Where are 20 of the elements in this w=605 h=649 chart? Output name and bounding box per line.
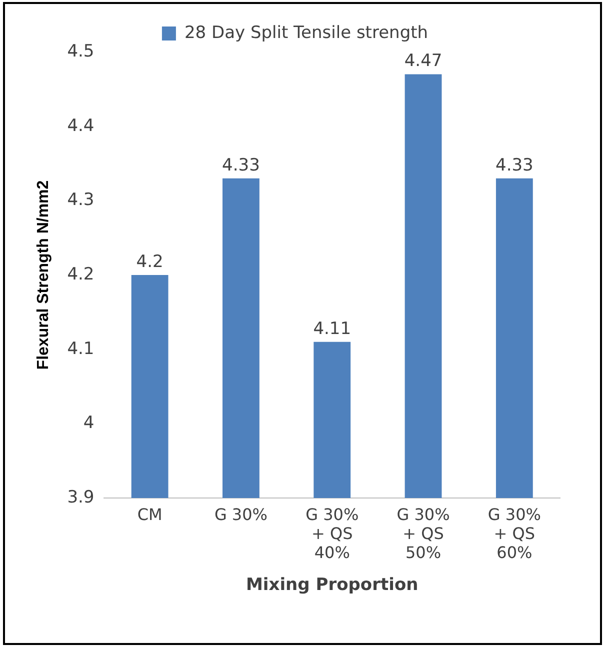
data-label: 4.33 (222, 155, 260, 176)
y-tick-label: 4 (83, 413, 94, 434)
data-label: 4.2 (136, 252, 164, 272)
x-tick-label: G 30% + QS 50% (396, 504, 450, 562)
data-label: 4.47 (404, 51, 442, 72)
y-tick-label: 4.5 (67, 41, 94, 62)
legend-label: 28 Day Split Tensile strength (184, 22, 428, 43)
x-tick-label: G 30% + QS 40% (306, 504, 359, 562)
x-tick-label: G 30% (214, 504, 268, 524)
x-tick-label: CM (137, 504, 162, 524)
data-label: 4.33 (495, 155, 534, 176)
data-label: 4.11 (313, 318, 352, 339)
y-tick-label: 4.3 (67, 190, 94, 210)
y-tick-label: 4.2 (67, 264, 94, 284)
y-axis-title: Flexural Strength N/mm2 (35, 180, 52, 370)
x-tick-label: G 30% + QS 60% (488, 504, 541, 562)
y-tick-label: 4.1 (67, 338, 94, 359)
x-axis-title: Mixing Proportion (246, 575, 418, 596)
y-tick-label: 4.4 (67, 116, 94, 136)
y-tick-label: 3.9 (67, 487, 94, 508)
